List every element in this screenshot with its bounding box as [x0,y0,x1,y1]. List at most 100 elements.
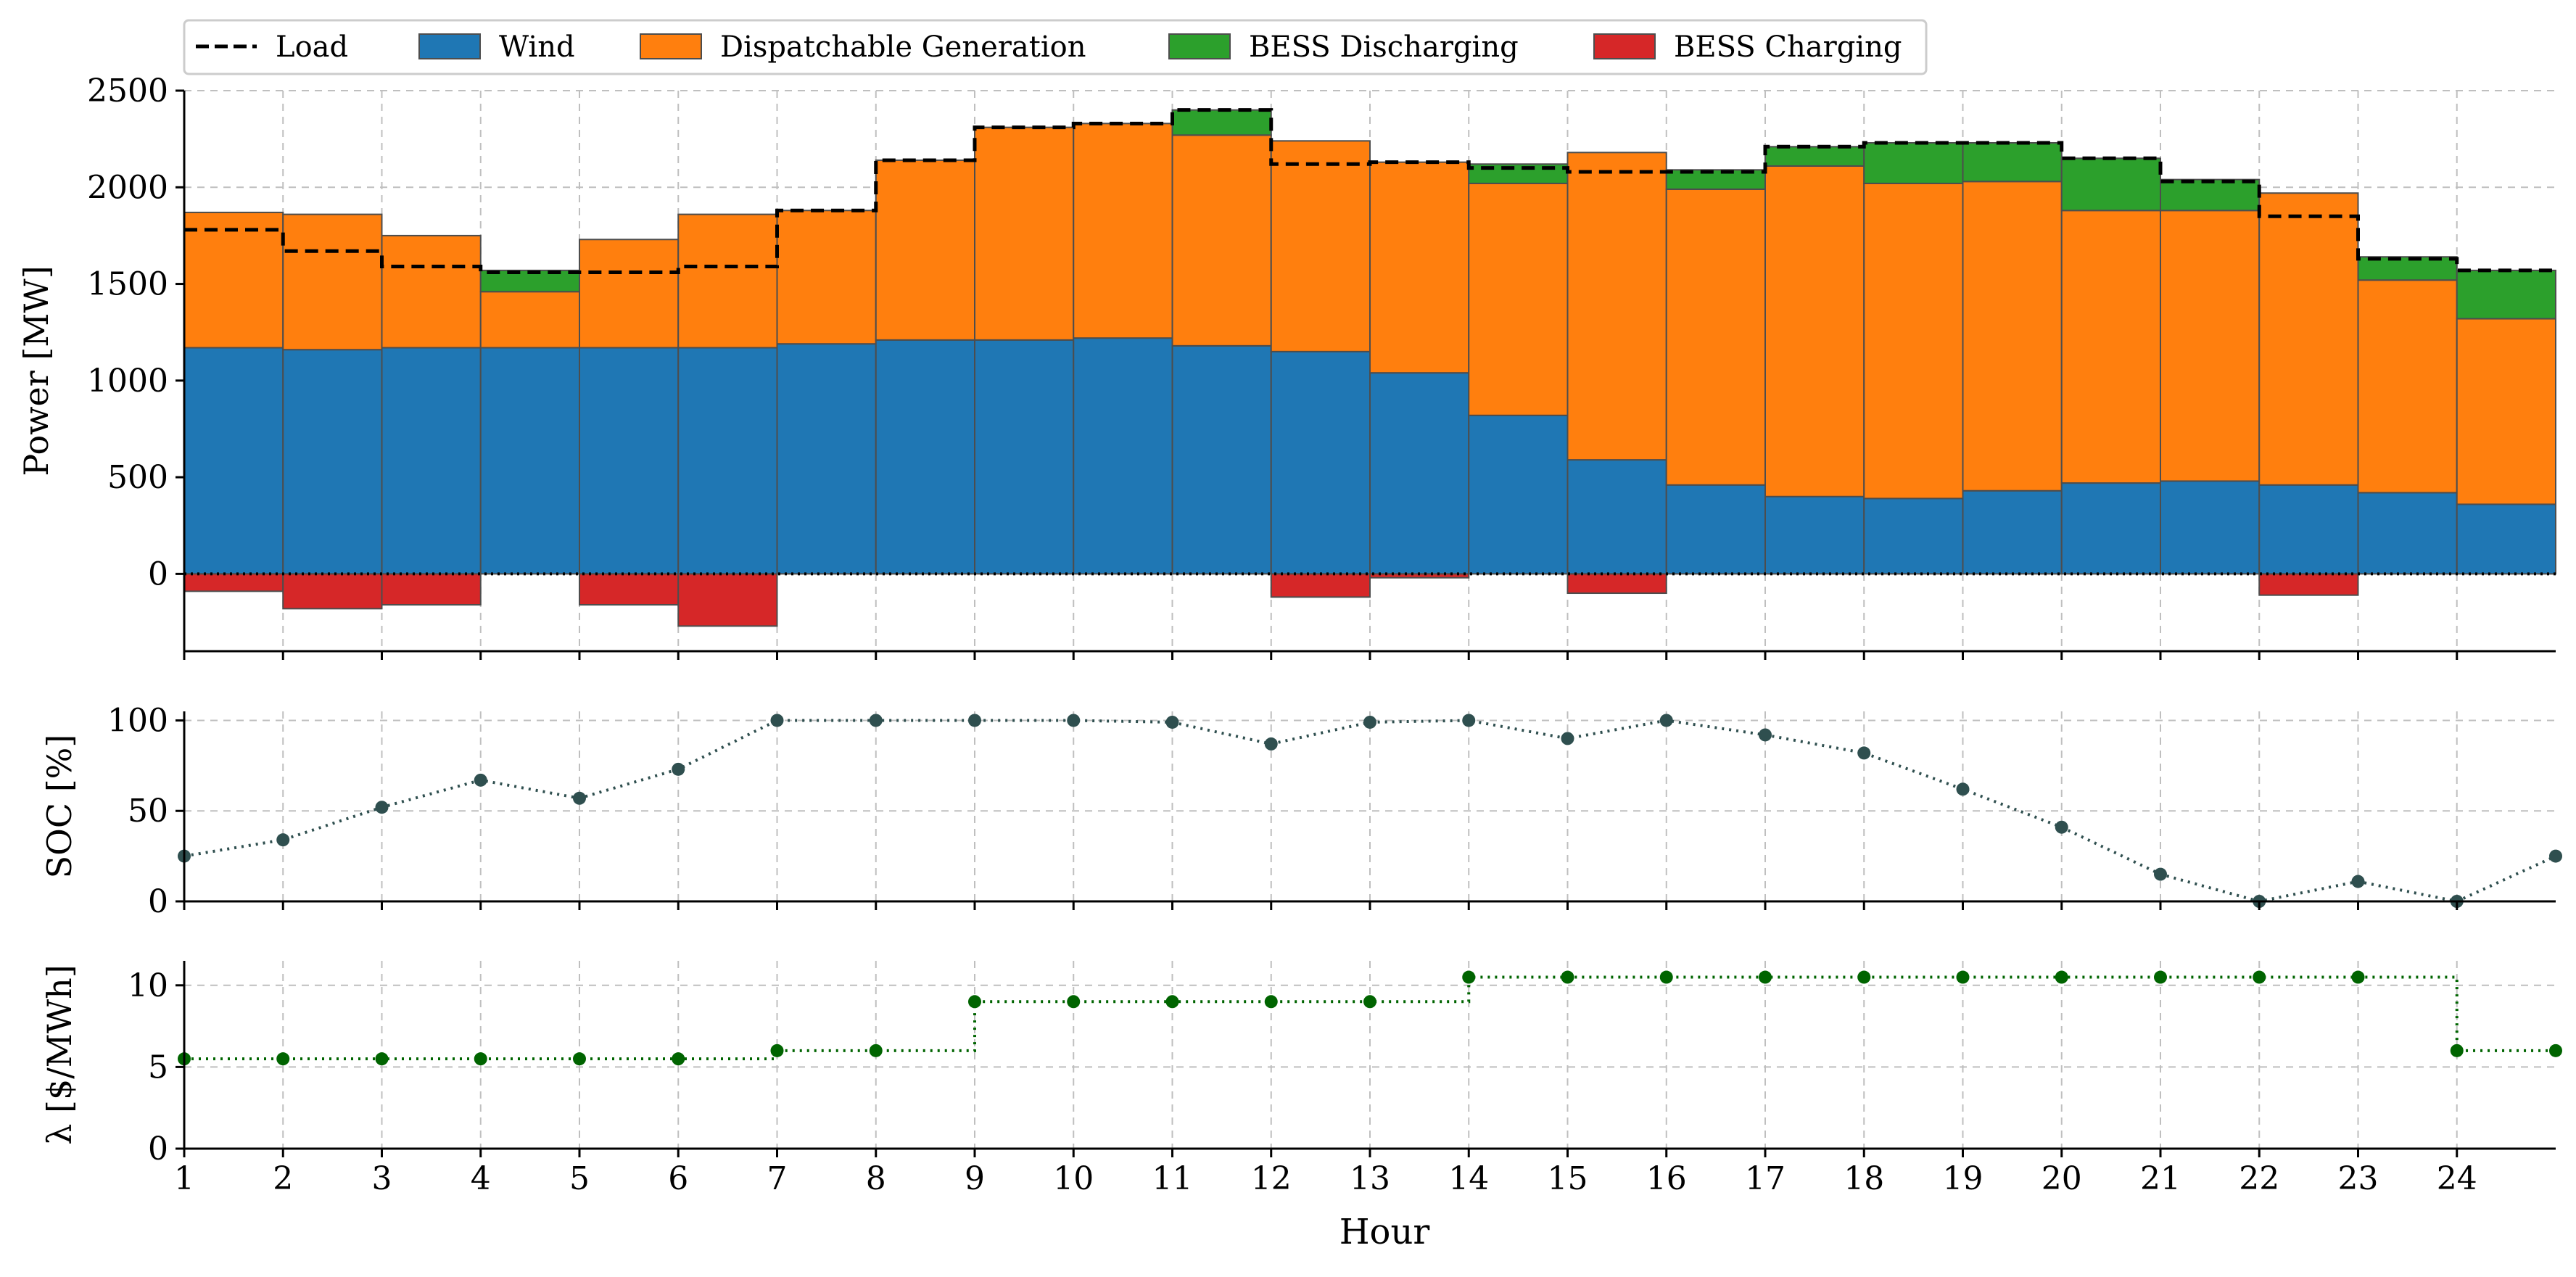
gridlines-soc [183,711,2556,902]
x-tick-label: 11 [1152,1160,1193,1197]
legend-label: BESS Discharging [1249,30,1519,64]
price-point [1759,970,1772,984]
legend-swatch [640,33,702,59]
dispatchable-bar [875,159,975,341]
wind-bar [282,349,383,575]
wind-bar [2060,482,2161,575]
price-point [2253,970,2266,984]
price-point [1165,995,1179,1009]
x-tick-label: 8 [866,1160,886,1197]
soc-point [1462,714,1476,727]
dispatchable-bar [776,210,877,345]
soc-point [1165,715,1179,729]
dispatchable-bar [974,126,1075,341]
x-tick-label: 12 [1251,1160,1292,1197]
dispatchable-bar [2258,192,2359,486]
soc-point [1857,746,1871,760]
wind-bar [2456,503,2556,575]
y-tick-label: 0 [148,1131,168,1168]
x-tick-label: 17 [1745,1160,1786,1197]
wind-bar [1863,497,1964,575]
dispatchable-bar [1863,182,1964,500]
y-tick-label: 100 [107,702,168,739]
bess-discharging-bar [2060,157,2161,212]
wind-bar [1073,337,1173,575]
dispatchable-bar [282,213,383,351]
dispatchable-bar [2456,318,2556,505]
bess-charging-bar [183,573,284,592]
soc-point [968,714,981,727]
legend-label: Load [276,30,348,64]
price-point [2055,970,2068,984]
legend-label: Wind [499,30,575,64]
wind-bar [1764,495,1865,575]
dispatchable-bar [1270,140,1371,352]
y-axis-label: Power [MW] [17,265,56,476]
y-tick-label: 10 [128,967,168,1004]
soc-point [573,791,586,805]
soc-point [1363,715,1376,729]
wind-bar [183,347,284,575]
wind-bar [677,347,778,575]
x-tick-label: 2 [273,1160,293,1197]
soc-point [2154,867,2167,881]
legend-label: BESS Charging [1674,30,1902,64]
dispatchable-bar [1468,182,1569,416]
soc-point [375,801,389,814]
axes-price: 0 5 10 λ [$/MWh] [40,961,2556,1168]
dispatch-bars [183,109,2556,627]
price-point [1264,995,1278,1009]
y-tick-label: 2500 [87,73,168,109]
dispatchable-bar [479,291,580,349]
soc-point [1956,782,1970,796]
dispatchable-bar [2160,210,2261,482]
bess-discharging-bar [1863,141,1964,184]
wind-bar [2258,484,2359,575]
x-tick-label: 14 [1448,1160,1489,1197]
dispatchable-bar [1665,188,1766,486]
price-point [770,1043,784,1057]
price-point [2351,970,2365,984]
y-tick-label: 0 [148,883,168,920]
dispatchable-bar [1073,123,1173,339]
bess-discharging-bar [1962,141,2063,183]
x-tick-label: 23 [2338,1160,2379,1197]
soc-point [474,773,487,787]
legend-swatch [1168,33,1231,59]
dispatchable-bar [677,213,778,349]
wind-bar [875,339,975,575]
bess-discharging-bar [2357,256,2458,281]
soc-point [1659,714,1673,727]
wind-bar [1369,372,1470,575]
y-tick-label: 500 [107,459,168,496]
y-tick-label: 5 [148,1049,168,1086]
price-point [1363,995,1376,1009]
soc-point [1759,728,1772,742]
wind-bar [1566,459,1667,575]
x-tick-label: 3 [372,1160,392,1197]
price-point [2154,970,2167,984]
bess-charging-bar [579,573,680,606]
wind-bar [579,347,680,575]
price-point [1067,995,1081,1009]
bess-discharging-bar [1764,146,1865,167]
legend-swatch [418,33,481,59]
wind-bar [2160,480,2261,575]
wind-bar [479,347,580,575]
x-tick-label: 4 [471,1160,491,1197]
y-tick-label: 1500 [87,266,168,303]
x-tick-label: 22 [2239,1160,2279,1197]
wind-bar [1171,344,1272,575]
x-tick-label: 19 [1943,1160,1983,1197]
y-axis-label: SOC [%] [40,735,79,879]
wind-bar [1468,414,1569,575]
x-axis-label: Hour [1339,1212,1430,1252]
wind-bar [1270,350,1371,575]
dispatchable-bar [2357,279,2458,494]
soc-point [276,833,290,847]
legend: Load Wind Dispatchable Generation BESS Disc… [183,19,1928,75]
y-tick-label: 0 [148,555,168,592]
axes-soc: 0 50 100 SOC [%] [40,702,2556,920]
price-point [1956,970,1970,984]
